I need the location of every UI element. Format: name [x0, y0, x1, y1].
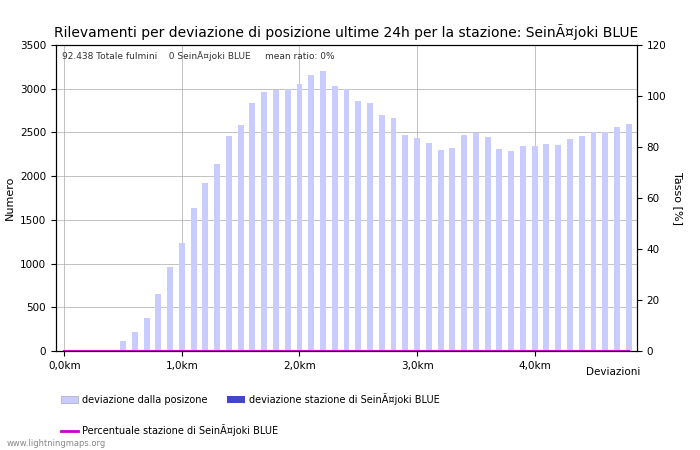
Bar	[579, 136, 584, 351]
Bar	[167, 267, 173, 351]
Y-axis label: Tasso [%]: Tasso [%]	[673, 171, 683, 225]
Bar	[320, 71, 326, 351]
Bar	[285, 89, 290, 351]
Bar	[202, 183, 209, 351]
Y-axis label: Numero: Numero	[4, 176, 15, 220]
Bar	[226, 136, 232, 351]
Legend: deviazione dalla posizone, deviazione stazione di SeinÃ¤joki BLUE: deviazione dalla posizone, deviazione st…	[61, 393, 440, 405]
Bar	[356, 101, 361, 351]
Bar	[132, 332, 138, 351]
Bar	[508, 151, 514, 351]
Bar	[555, 144, 561, 351]
Bar	[379, 115, 385, 351]
Bar	[273, 90, 279, 351]
Bar	[144, 318, 150, 351]
Bar	[626, 124, 631, 351]
Bar	[297, 84, 302, 351]
Bar	[367, 103, 373, 351]
Bar	[614, 127, 620, 351]
Text: Deviazioni: Deviazioni	[586, 367, 640, 377]
Bar	[190, 207, 197, 351]
Bar	[214, 164, 220, 351]
Bar	[461, 135, 467, 351]
Text: www.lightningmaps.org: www.lightningmaps.org	[7, 439, 106, 448]
Bar	[484, 137, 491, 351]
Bar	[543, 144, 550, 351]
Bar	[520, 146, 526, 351]
Bar	[473, 133, 479, 351]
Bar	[308, 75, 314, 351]
Bar	[402, 135, 408, 351]
Bar	[332, 86, 337, 351]
Bar	[120, 342, 126, 351]
Bar	[449, 148, 455, 351]
Bar	[414, 138, 420, 351]
Bar	[344, 89, 349, 351]
Bar	[567, 140, 573, 351]
Bar	[532, 145, 538, 351]
Bar	[249, 103, 256, 351]
Bar	[261, 92, 267, 351]
Bar	[438, 150, 444, 351]
Bar	[391, 118, 396, 351]
Bar	[496, 149, 503, 351]
Bar	[179, 243, 185, 351]
Title: Rilevamenti per deviazione di posizione ultime 24h per la stazione: SeinÃ¤joki B: Rilevamenti per deviazione di posizione …	[55, 24, 638, 40]
Bar	[591, 132, 596, 351]
Legend: Percentuale stazione di SeinÃ¤joki BLUE: Percentuale stazione di SeinÃ¤joki BLUE	[61, 424, 279, 436]
Bar	[238, 125, 244, 351]
Bar	[426, 143, 432, 351]
Bar	[602, 131, 608, 351]
Text: 92.438 Totale fulmini    0 SeinÃ¤joki BLUE     mean ratio: 0%: 92.438 Totale fulmini 0 SeinÃ¤joki BLUE …	[62, 51, 335, 61]
Bar	[155, 294, 161, 351]
